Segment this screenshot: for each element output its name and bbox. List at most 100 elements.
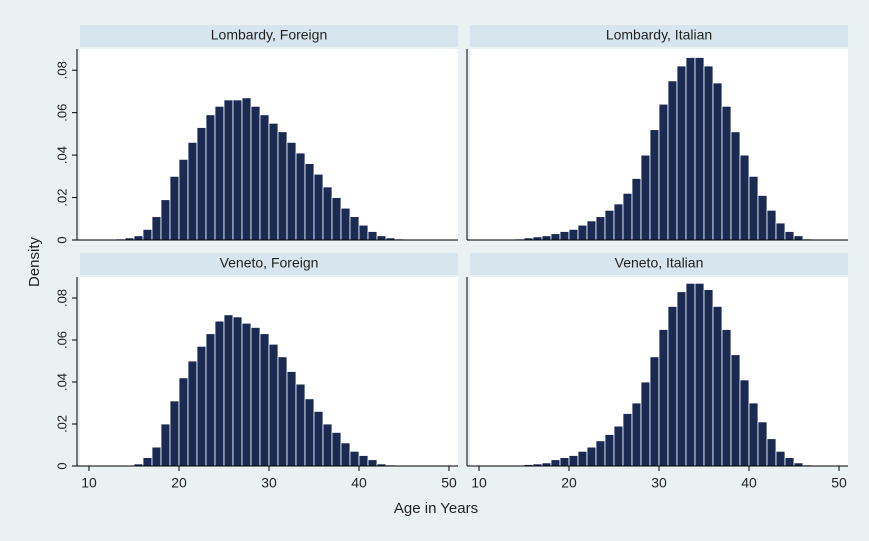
panel-title: Veneto, Italian xyxy=(615,255,704,271)
bar xyxy=(133,235,144,241)
bar xyxy=(142,457,153,467)
bar xyxy=(721,105,732,241)
y-tick-label: .06 xyxy=(54,104,69,122)
bar xyxy=(730,131,741,241)
bar xyxy=(595,440,606,467)
bar xyxy=(685,282,696,467)
panel-title: Lombardy, Foreign xyxy=(211,27,327,43)
y-tick-label: .06 xyxy=(54,331,69,349)
x-tick-label: 30 xyxy=(651,475,667,491)
bar xyxy=(223,314,234,467)
bar xyxy=(649,129,660,241)
y-tick-label: .08 xyxy=(54,289,69,307)
bar xyxy=(286,371,297,467)
bar xyxy=(622,192,633,241)
x-tick-label: 50 xyxy=(441,475,457,491)
bar xyxy=(367,459,378,467)
bar xyxy=(259,114,270,241)
panel-header xyxy=(470,25,848,47)
bar xyxy=(250,105,261,241)
bar xyxy=(748,175,759,241)
bar xyxy=(712,82,723,241)
bar xyxy=(349,216,360,241)
bar xyxy=(340,207,351,241)
x-tick-label: 10 xyxy=(471,475,487,491)
bar xyxy=(241,322,252,467)
panel-header xyxy=(470,253,848,275)
bar xyxy=(277,131,288,241)
bar xyxy=(739,379,750,467)
x-tick-label: 50 xyxy=(831,475,847,491)
bar xyxy=(349,450,360,467)
bar xyxy=(568,455,579,467)
bar xyxy=(214,105,225,241)
bar xyxy=(757,421,768,467)
bar xyxy=(196,127,207,241)
y-tick-label: .08 xyxy=(54,61,69,79)
bar xyxy=(550,233,561,241)
bar xyxy=(649,356,660,467)
bar xyxy=(685,57,696,241)
bar xyxy=(376,235,387,241)
bar xyxy=(784,457,795,467)
bar xyxy=(169,400,180,467)
bar xyxy=(232,316,243,467)
bar xyxy=(739,154,750,241)
bar xyxy=(577,224,588,241)
bar xyxy=(712,305,723,467)
x-tick-label: 30 xyxy=(261,475,277,491)
bar xyxy=(766,209,777,241)
bar xyxy=(622,413,633,467)
bar xyxy=(160,199,171,241)
bar xyxy=(568,228,579,241)
bar xyxy=(295,152,306,241)
bar xyxy=(676,65,687,241)
y-tick-label: .04 xyxy=(54,146,69,164)
y-tick-label: .02 xyxy=(54,189,69,207)
bar xyxy=(196,345,207,467)
bar xyxy=(322,423,333,467)
bar xyxy=(304,163,315,241)
bar xyxy=(757,195,768,241)
bar xyxy=(250,326,261,467)
y-tick-label: .04 xyxy=(54,373,69,391)
bar xyxy=(313,173,324,241)
bar xyxy=(169,175,180,241)
x-tick-label: 10 xyxy=(81,475,97,491)
bar xyxy=(640,381,651,467)
x-axis-label: Age in Years xyxy=(394,500,478,517)
bar xyxy=(304,398,315,467)
bar xyxy=(613,203,624,241)
y-tick-label: 0 xyxy=(54,462,69,469)
bar xyxy=(793,235,804,241)
bar xyxy=(223,99,234,241)
bar xyxy=(595,216,606,241)
bar xyxy=(313,410,324,467)
panel-title: Lombardy, Italian xyxy=(606,27,712,43)
panel-title: Veneto, Foreign xyxy=(220,255,319,271)
y-tick-label: .02 xyxy=(54,415,69,433)
bar xyxy=(577,450,588,467)
bar xyxy=(748,402,759,467)
bar xyxy=(205,114,216,241)
bar xyxy=(142,228,153,241)
bar xyxy=(187,360,198,467)
bar xyxy=(331,197,342,241)
bar xyxy=(151,446,162,467)
panel-header xyxy=(80,25,458,47)
bar xyxy=(721,329,732,467)
bar xyxy=(703,65,714,241)
bar xyxy=(358,224,369,241)
bar xyxy=(367,231,378,241)
bar xyxy=(232,99,243,241)
bar xyxy=(631,178,642,241)
bar xyxy=(259,333,270,467)
bar xyxy=(631,402,642,467)
x-tick-label: 20 xyxy=(561,475,577,491)
bar xyxy=(241,97,252,241)
bar xyxy=(322,186,333,241)
x-tick-label: 40 xyxy=(351,475,367,491)
bar xyxy=(541,235,552,241)
bar xyxy=(151,216,162,241)
